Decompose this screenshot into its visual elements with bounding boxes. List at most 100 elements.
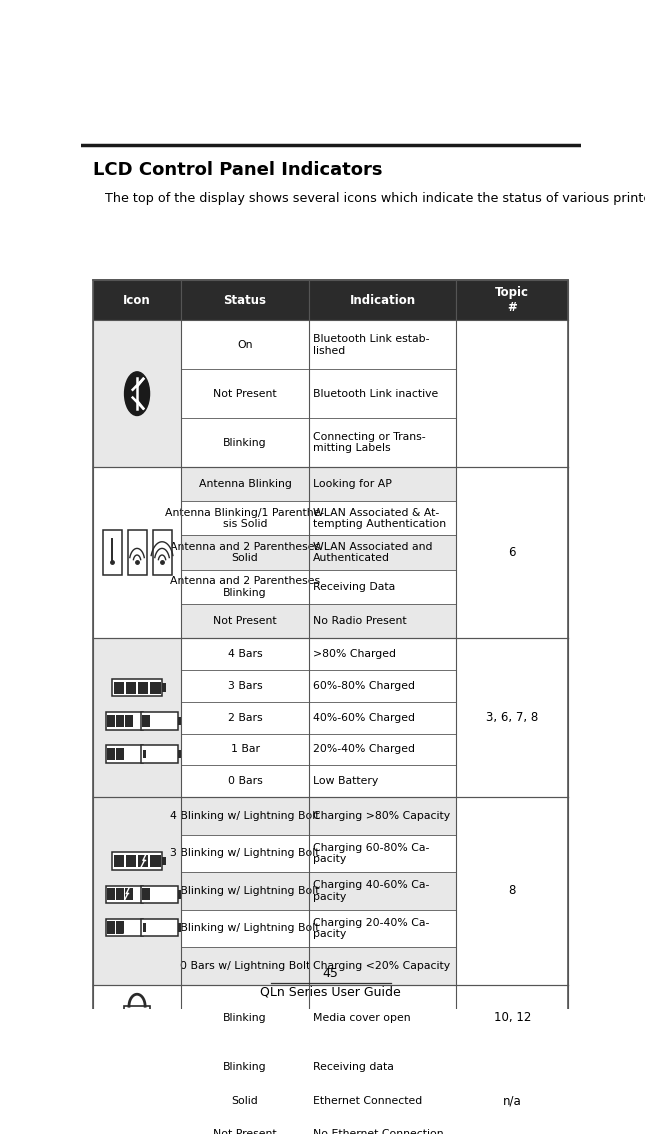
Bar — [309, 467, 457, 501]
Text: Indication: Indication — [350, 294, 416, 306]
Bar — [457, 797, 568, 835]
Text: Bluetooth Link estab-
lished: Bluetooth Link estab- lished — [313, 335, 429, 356]
Bar — [181, 501, 309, 535]
Bar — [309, 604, 457, 638]
Bar — [107, 888, 115, 900]
Bar — [181, 1050, 309, 1084]
Bar — [135, 1098, 139, 1102]
Bar — [112, 853, 162, 870]
Text: No Radio Present: No Radio Present — [313, 616, 406, 626]
Bar — [93, 320, 181, 467]
Bar — [457, 984, 568, 1050]
Bar — [178, 923, 181, 932]
Bar — [181, 765, 309, 797]
Bar — [309, 370, 457, 418]
Bar — [457, 670, 568, 702]
Text: Not Present: Not Present — [213, 389, 277, 399]
Bar — [142, 1098, 146, 1102]
Bar — [107, 921, 115, 933]
Bar — [457, 418, 568, 467]
Text: Not Present: Not Present — [213, 1129, 277, 1134]
Bar — [457, 569, 568, 604]
Text: Antenna Blinking/1 Parenthe-
sis Solid: Antenna Blinking/1 Parenthe- sis Solid — [166, 508, 324, 530]
Bar — [128, 1098, 132, 1102]
Bar — [457, 947, 568, 984]
Bar — [309, 535, 457, 569]
Bar — [181, 467, 309, 501]
Bar — [141, 886, 178, 903]
Bar — [181, 1117, 309, 1134]
Bar — [103, 530, 121, 575]
Bar — [309, 1117, 457, 1134]
Text: 40%-60% Charged: 40%-60% Charged — [313, 712, 415, 722]
Text: Receiving Data: Receiving Data — [313, 582, 395, 592]
Text: 0 Bars: 0 Bars — [228, 776, 263, 786]
Bar — [93, 984, 181, 1050]
Bar — [309, 872, 457, 909]
Text: No Ethernet Connection: No Ethernet Connection — [313, 1129, 443, 1134]
Bar — [126, 855, 136, 868]
Circle shape — [124, 372, 150, 415]
Text: Icon: Icon — [123, 294, 151, 306]
Bar — [181, 734, 309, 765]
Text: QLn Series User Guide: QLn Series User Guide — [260, 985, 401, 999]
Text: >80% Charged: >80% Charged — [313, 649, 395, 659]
Bar — [128, 530, 146, 575]
Text: 3 Blinking w/ Lightning Bolt: 3 Blinking w/ Lightning Bolt — [170, 848, 320, 858]
Text: Ethernet Connected: Ethernet Connected — [313, 1095, 422, 1106]
Text: Bluetooth Link inactive: Bluetooth Link inactive — [313, 389, 438, 399]
Bar — [181, 909, 309, 947]
Text: 4 Blinking w/ Lightning Bolt: 4 Blinking w/ Lightning Bolt — [170, 811, 320, 821]
Bar — [112, 679, 162, 696]
Bar — [181, 947, 309, 984]
Bar — [309, 702, 457, 734]
Bar — [309, 280, 457, 320]
Bar — [457, 535, 568, 569]
Bar — [457, 872, 568, 909]
Bar — [153, 530, 172, 575]
Text: 8: 8 — [508, 885, 516, 897]
Bar — [457, 909, 568, 947]
Bar — [309, 418, 457, 467]
Bar — [143, 714, 150, 727]
Bar — [162, 684, 166, 692]
Bar — [135, 1088, 139, 1094]
Bar — [116, 888, 124, 900]
Bar — [181, 418, 309, 467]
Text: Charging 20-40% Ca-
pacity: Charging 20-40% Ca- pacity — [313, 917, 429, 939]
Text: 2 Bars: 2 Bars — [228, 712, 263, 722]
Text: 3, 6, 7, 8: 3, 6, 7, 8 — [486, 711, 539, 725]
Bar — [457, 1117, 568, 1134]
Bar — [93, 280, 181, 320]
Bar — [309, 797, 457, 835]
Text: Antenna Blinking: Antenna Blinking — [199, 480, 292, 489]
Text: 4 Bars: 4 Bars — [228, 649, 263, 659]
Circle shape — [134, 1018, 141, 1031]
Text: 3 Bars: 3 Bars — [228, 680, 263, 691]
Bar — [162, 856, 166, 865]
Bar — [181, 984, 309, 1050]
Bar — [178, 750, 181, 759]
Bar — [457, 797, 568, 984]
Bar — [114, 855, 124, 868]
Text: Charging >80% Capacity: Charging >80% Capacity — [313, 811, 450, 821]
Bar — [457, 1050, 568, 1084]
Bar — [107, 748, 115, 760]
Text: LCD Control Panel Indicators: LCD Control Panel Indicators — [93, 161, 382, 178]
Bar — [181, 604, 309, 638]
Bar — [124, 1006, 150, 1040]
Bar — [309, 947, 457, 984]
Bar — [309, 638, 457, 670]
Bar — [309, 1050, 457, 1084]
Bar — [457, 638, 568, 797]
Text: 1 Bar: 1 Bar — [230, 744, 259, 754]
Text: On: On — [237, 340, 253, 349]
Bar — [457, 702, 568, 734]
Bar — [116, 714, 124, 727]
Text: 20%-40% Charged: 20%-40% Charged — [313, 744, 415, 754]
Bar — [143, 717, 146, 726]
Text: Blinking: Blinking — [223, 438, 267, 448]
Bar — [309, 320, 457, 370]
Text: 10, 12: 10, 12 — [493, 1012, 531, 1024]
Text: The top of the display shows several icons which indicate the status of various : The top of the display shows several ico… — [93, 192, 645, 205]
